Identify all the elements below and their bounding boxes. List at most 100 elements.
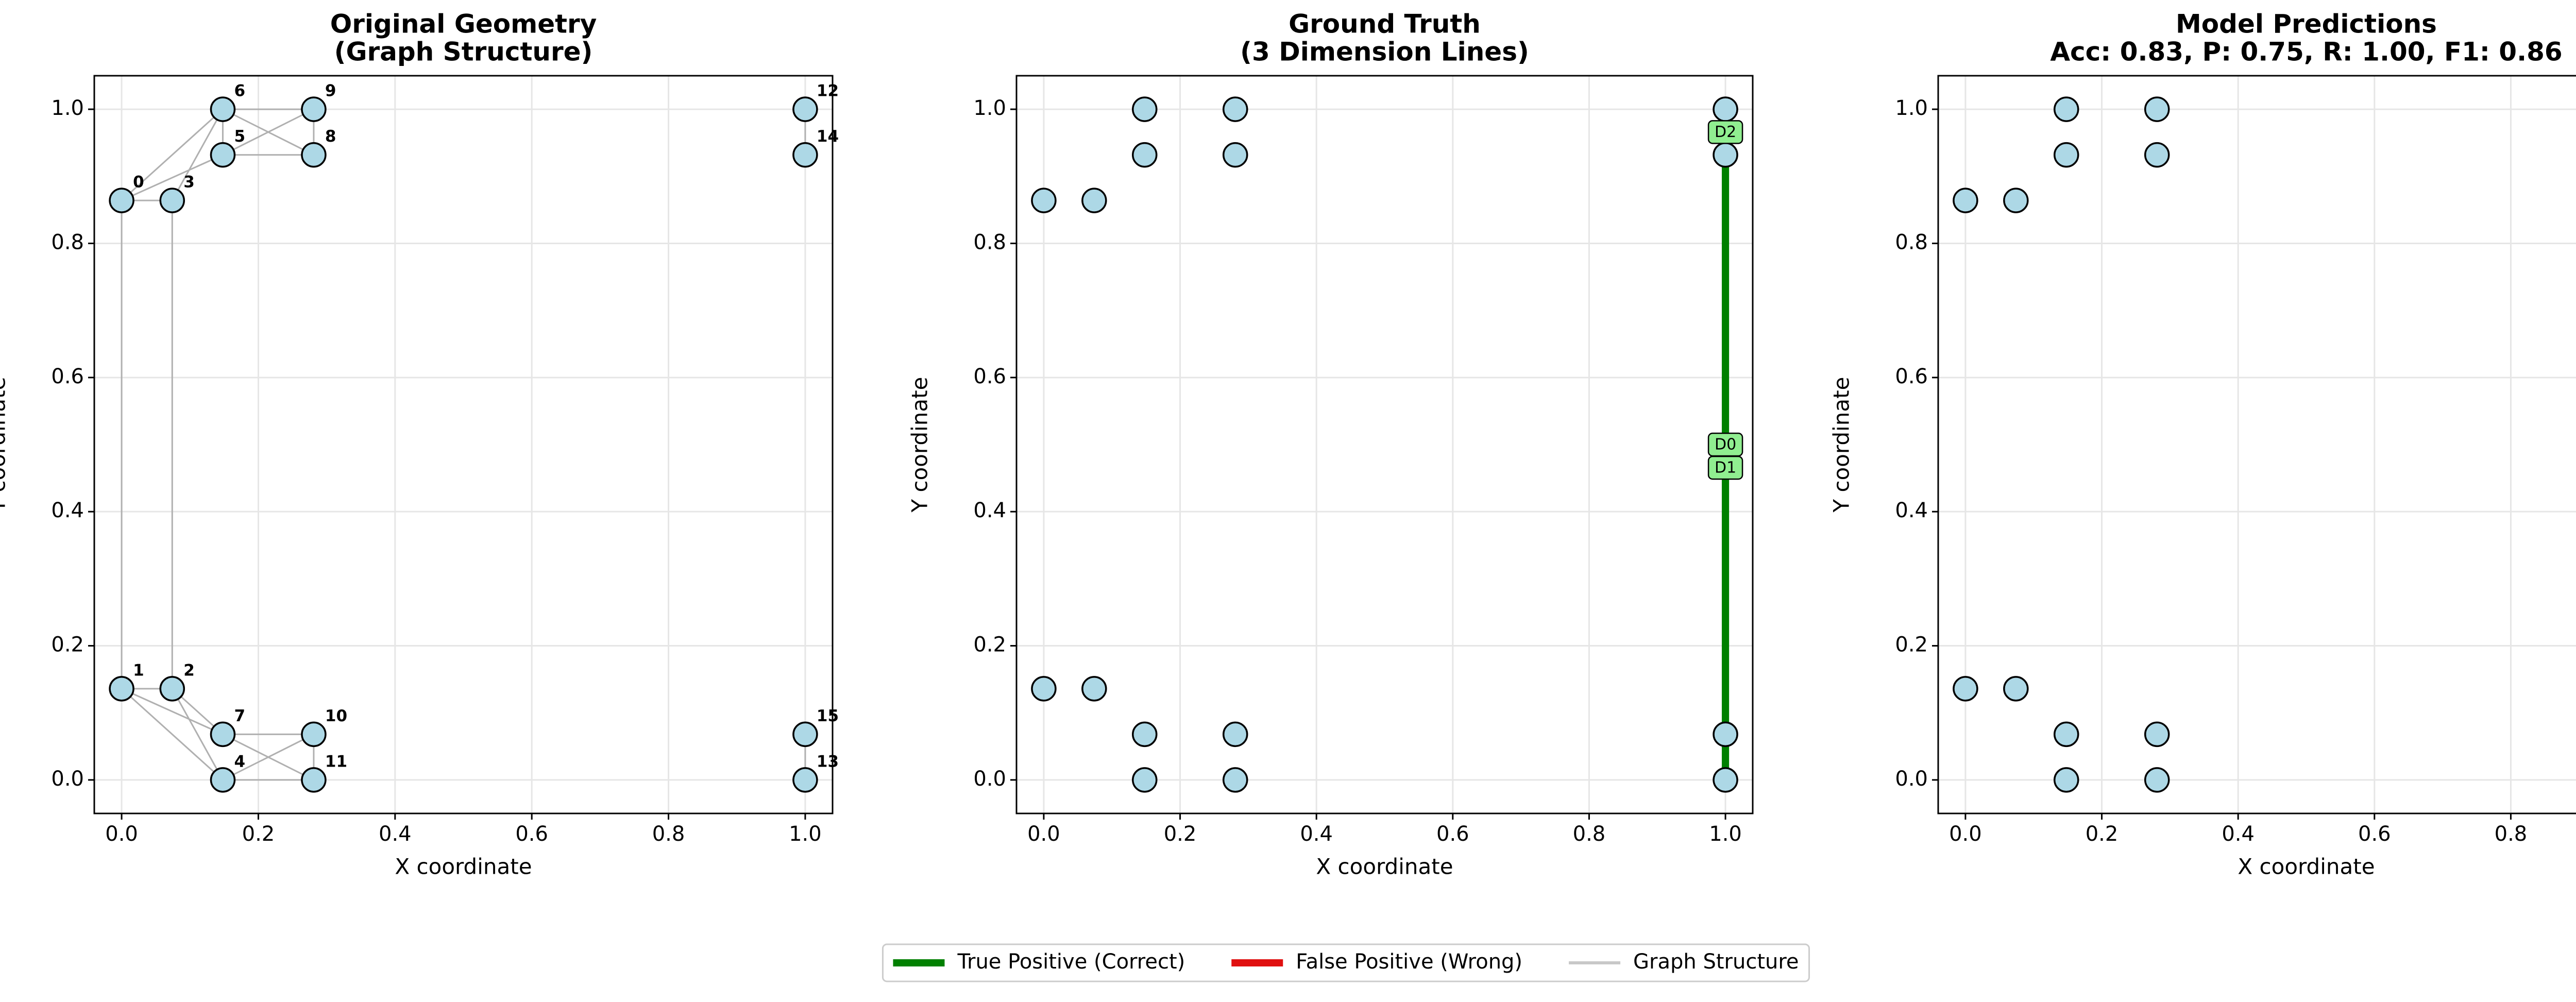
node-label: 1 [133,661,144,680]
node [211,768,234,792]
y-tick-label: 0.0 [973,767,1006,791]
chart-title: Model Predictions [2176,9,2437,39]
x-tick-label: 0.8 [1573,822,1606,846]
node [2055,97,2078,121]
y-tick-label: 0.6 [1895,365,1928,388]
node [1714,722,1737,746]
node [1082,189,1106,212]
node-label: 2 [183,661,195,680]
node [1954,677,1977,701]
x-tick-label: 0.6 [2358,822,2391,846]
x-tick-label: 0.4 [1300,822,1333,846]
node-label: 9 [325,82,336,100]
node [1224,97,1247,121]
y-tick-label: 0.8 [51,230,84,254]
node [1714,97,1737,121]
chart-subtitle: (Graph Structure) [334,37,593,67]
node [793,722,817,746]
x-tick-label: 1.0 [789,822,822,846]
y-axis-label: Y coordinate [0,377,10,513]
node [302,768,326,792]
x-tick-label: 0.2 [2086,822,2119,846]
x-tick-label: 0.4 [2222,822,2255,846]
node [2055,143,2078,167]
y-tick-label: 0.2 [1895,633,1928,657]
axes-frame [94,76,833,813]
x-tick-label: 0.8 [652,822,685,846]
graph-edge [122,689,223,780]
line-label: D0 [1715,436,1736,454]
node [2004,677,2028,701]
node [2055,722,2078,746]
y-tick-label: 0.8 [1895,230,1928,254]
node [211,143,234,167]
x-tick-label: 1.0 [1709,822,1742,846]
legend-label: True Positive (Correct) [957,950,1185,974]
legend-label: False Positive (Wrong) [1296,950,1522,974]
node [1133,768,1157,792]
node [2055,768,2078,792]
node [1224,143,1247,167]
line-label: D1 [1715,459,1736,477]
y-tick-label: 0.4 [1895,499,1928,522]
node [110,677,133,701]
y-tick-label: 0.0 [51,767,84,791]
node-label: 7 [234,707,245,725]
y-tick-label: 1.0 [1895,96,1928,120]
node-label: 0 [133,173,144,192]
x-axis-label: X coordinate [395,854,532,879]
y-axis-label: Y coordinate [1829,377,1854,513]
node [2004,189,2028,212]
node-label: 10 [325,707,347,725]
node-label: 4 [234,752,245,771]
node [211,97,234,121]
chart-title: Original Geometry [330,9,597,39]
node [2145,143,2169,167]
node [1133,143,1157,167]
x-tick-label: 0.0 [1027,822,1060,846]
y-tick-label: 0.4 [51,499,84,522]
node [1133,97,1157,121]
y-tick-label: 1.0 [973,96,1006,120]
node-label: 15 [817,707,839,725]
node [302,97,326,121]
node [793,143,817,167]
node [1954,189,1977,212]
node [302,722,326,746]
node [793,97,817,121]
y-tick-label: 0.2 [51,633,84,657]
node [302,143,326,167]
line-label: D2 [1715,123,1736,141]
node [160,677,184,701]
y-tick-label: 0.6 [51,365,84,388]
node-label: 3 [183,173,195,192]
node-label: 13 [817,752,839,771]
x-tick-label: 0.0 [1949,822,1982,846]
y-tick-label: 0.2 [973,633,1006,657]
node-label: 8 [325,127,336,146]
y-tick-label: 0.6 [973,365,1006,388]
y-tick-label: 0.8 [973,230,1006,254]
x-tick-label: 0.8 [2495,822,2528,846]
x-tick-label: 0.0 [105,822,138,846]
x-tick-label: 0.2 [1164,822,1197,846]
chart-subtitle: Acc: 0.83, P: 0.75, R: 1.00, F1: 0.86 [2050,37,2562,67]
axes-frame [1938,76,2576,813]
node [211,722,234,746]
node [160,189,184,212]
node-label: 5 [234,127,245,146]
node-label: 14 [817,127,839,146]
y-tick-label: 1.0 [51,96,84,120]
node-label: 6 [234,82,245,100]
legend: True Positive (Correct) False Positive (W… [883,944,1809,981]
x-axis-label: X coordinate [1316,854,1453,879]
y-tick-label: 0.4 [973,499,1006,522]
x-tick-label: 0.6 [1436,822,1469,846]
x-tick-label: 0.4 [379,822,412,846]
axes-frame [1016,76,1753,813]
legend-label: Graph Structure [1633,950,1799,974]
node [2145,768,2169,792]
